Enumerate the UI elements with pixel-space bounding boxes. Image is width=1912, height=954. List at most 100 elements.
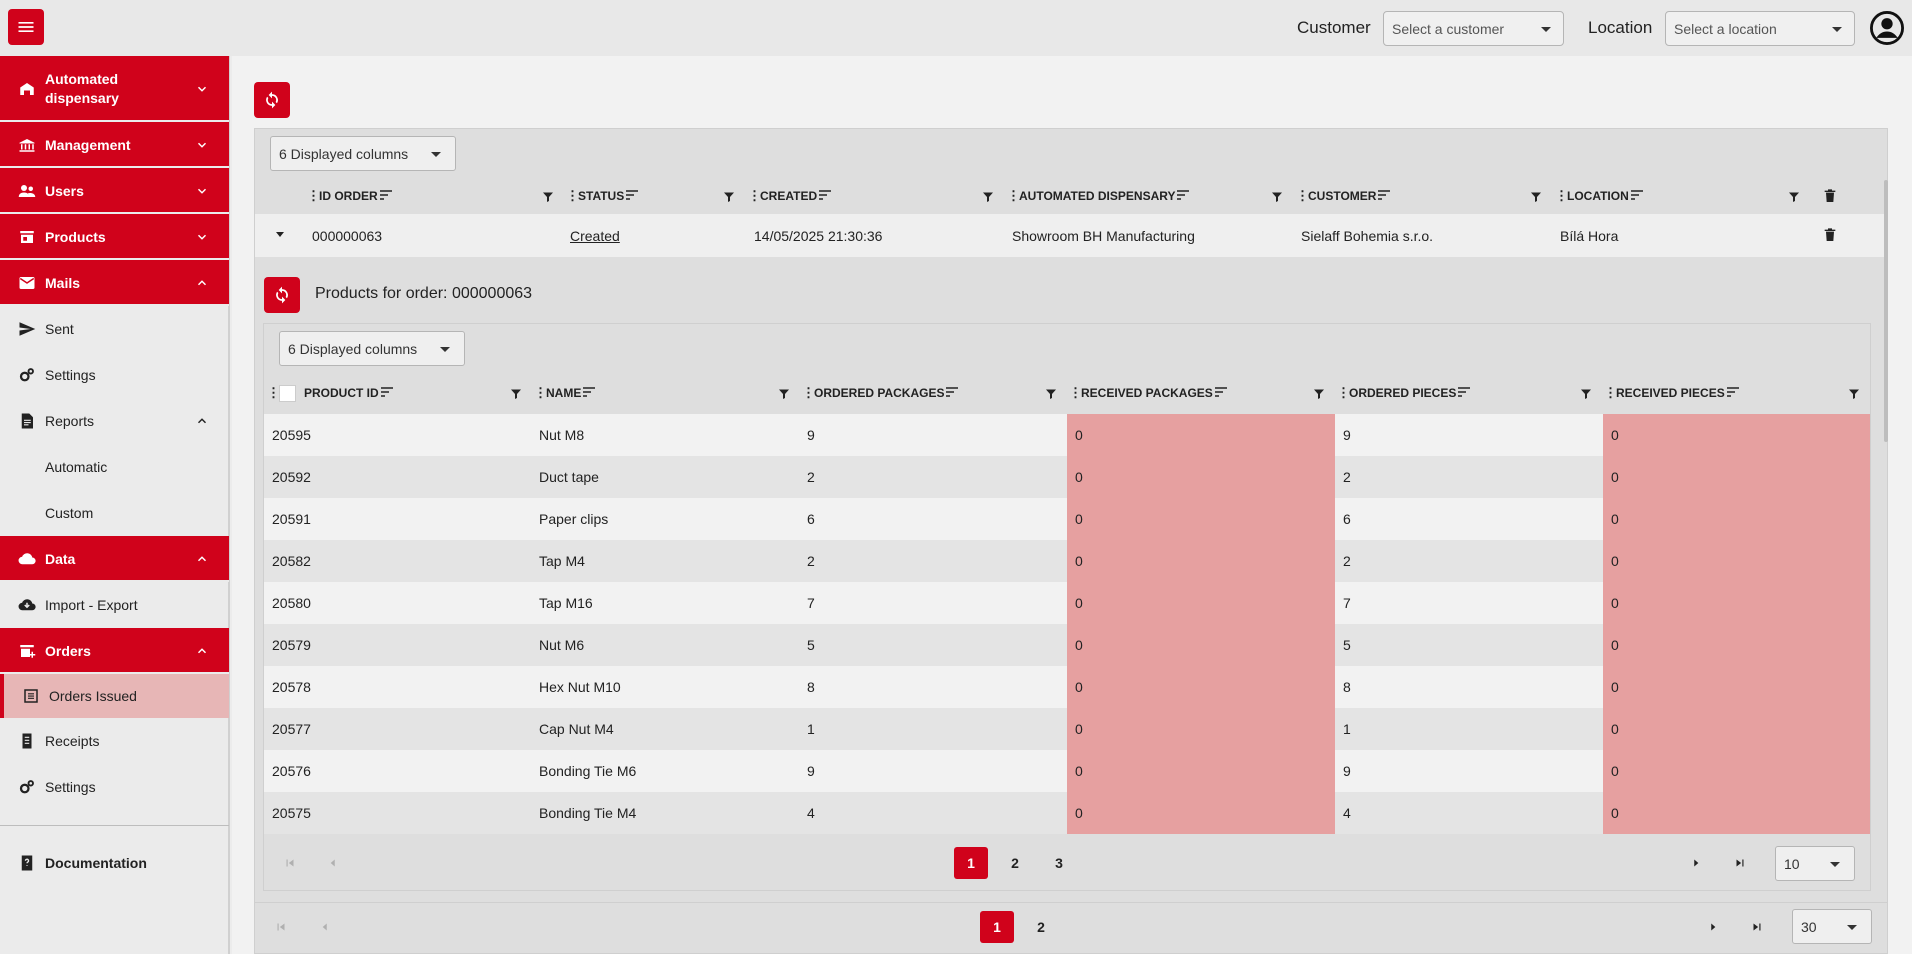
sidebar-item-documentation[interactable]: Documentation xyxy=(0,840,229,886)
table-row[interactable]: 20579 Nut M6 5 0 5 0 xyxy=(264,624,1870,666)
products-page-1-button[interactable]: 1 xyxy=(954,847,988,879)
sort-icon[interactable] xyxy=(1726,386,1739,400)
column-menu-icon[interactable]: ⋮ xyxy=(748,188,761,203)
header-ordered-packages[interactable]: ⋮ ORDERED PACKAGES xyxy=(802,383,959,403)
sidebar-item-mails[interactable]: Mails xyxy=(0,260,229,306)
filter-icon[interactable] xyxy=(1848,387,1860,399)
column-menu-icon[interactable]: ⋮ xyxy=(802,385,815,400)
products-displayed-columns-select[interactable]: 6 Displayed columns xyxy=(279,331,465,366)
column-menu-icon[interactable]: ⋮ xyxy=(1007,188,1020,203)
column-menu-icon[interactable]: ⋮ xyxy=(1069,385,1082,400)
sidebar-item-import-export[interactable]: Import - Export xyxy=(0,582,229,628)
sort-icon[interactable] xyxy=(1378,189,1391,203)
sort-icon[interactable] xyxy=(379,189,392,203)
sidebar-item-users[interactable]: Users xyxy=(0,168,229,214)
account-avatar-icon[interactable] xyxy=(1870,11,1904,45)
sidebar-item-orders-issued[interactable]: Orders Issued xyxy=(0,674,229,718)
location-select[interactable]: Select a location xyxy=(1665,11,1855,46)
prev-page-icon[interactable] xyxy=(315,917,335,937)
filter-icon[interactable] xyxy=(1530,190,1542,202)
sort-icon[interactable] xyxy=(1630,189,1643,203)
sidebar-item-orders[interactable]: Orders xyxy=(0,628,229,674)
products-page-3-button[interactable]: 3 xyxy=(1055,855,1063,871)
header-status[interactable]: ⋮ STATUS xyxy=(566,186,639,206)
delete-all-icon[interactable] xyxy=(1822,187,1838,205)
products-page-2-button[interactable]: 2 xyxy=(1011,855,1019,871)
first-page-icon[interactable] xyxy=(271,917,291,937)
sidebar-item-automated-dispensary[interactable]: Automated dispensary xyxy=(0,56,229,122)
header-id-order[interactable]: ⋮ ID ORDER xyxy=(307,186,392,206)
first-page-icon[interactable] xyxy=(280,853,300,873)
header-received-pieces[interactable]: ⋮ RECEIVED PIECES xyxy=(1604,383,1739,403)
table-row[interactable]: 20592 Duct tape 2 0 2 0 xyxy=(264,456,1870,498)
filter-icon[interactable] xyxy=(723,190,735,202)
table-row[interactable]: 20595 Nut M8 9 0 9 0 xyxy=(264,414,1870,456)
column-menu-icon[interactable]: ⋮ xyxy=(1296,188,1309,203)
sort-icon[interactable] xyxy=(1458,386,1471,400)
filter-icon[interactable] xyxy=(1045,387,1057,399)
filter-icon[interactable] xyxy=(1580,387,1592,399)
header-automated-dispensary[interactable]: ⋮ AUTOMATED DISPENSARY xyxy=(1007,186,1190,206)
sort-icon[interactable] xyxy=(380,386,393,400)
header-product-id[interactable]: ⋮ PRODUCT ID xyxy=(267,383,393,403)
header-customer[interactable]: ⋮ CUSTOMER xyxy=(1296,186,1391,206)
table-row[interactable]: 20580 Tap M16 7 0 7 0 xyxy=(264,582,1870,624)
sidebar-item-management[interactable]: Management xyxy=(0,122,229,168)
column-menu-icon[interactable]: ⋮ xyxy=(267,385,280,400)
sort-icon[interactable] xyxy=(626,189,639,203)
column-menu-icon[interactable]: ⋮ xyxy=(534,385,547,400)
next-page-icon[interactable] xyxy=(1703,917,1723,937)
column-menu-icon[interactable]: ⋮ xyxy=(1337,385,1350,400)
table-row[interactable]: 20578 Hex Nut M10 8 0 8 0 xyxy=(264,666,1870,708)
refresh-products-button[interactable] xyxy=(264,277,300,313)
order-status-link[interactable]: Created xyxy=(570,228,620,244)
filter-icon[interactable] xyxy=(778,387,790,399)
sort-icon[interactable] xyxy=(583,386,596,400)
last-page-icon[interactable] xyxy=(1747,917,1767,937)
sidebar-item-orders-settings[interactable]: Settings xyxy=(0,764,229,810)
header-location[interactable]: ⋮ LOCATION xyxy=(1555,186,1643,206)
filter-icon[interactable] xyxy=(542,190,554,202)
filter-icon[interactable] xyxy=(1313,387,1325,399)
sidebar-item-automatic[interactable]: Automatic xyxy=(0,444,229,490)
sort-icon[interactable] xyxy=(819,189,832,203)
column-menu-icon[interactable]: ⋮ xyxy=(566,188,579,203)
next-page-icon[interactable] xyxy=(1686,853,1706,873)
customer-select[interactable]: Select a customer xyxy=(1383,11,1564,46)
table-row[interactable]: 20591 Paper clips 6 0 6 0 xyxy=(264,498,1870,540)
sidebar-item-reports[interactable]: Reports xyxy=(0,398,229,444)
column-menu-icon[interactable]: ⋮ xyxy=(307,188,320,203)
sort-icon[interactable] xyxy=(1214,386,1227,400)
header-ordered-pieces[interactable]: ⋮ ORDERED PIECES xyxy=(1337,383,1471,403)
orders-displayed-columns-select[interactable]: 6 Displayed columns xyxy=(270,136,456,171)
sidebar-item-custom[interactable]: Custom xyxy=(0,490,229,536)
delete-order-icon[interactable] xyxy=(1822,226,1838,244)
sidebar-item-data[interactable]: Data xyxy=(0,536,229,582)
sort-icon[interactable] xyxy=(946,386,959,400)
filter-icon[interactable] xyxy=(1271,190,1283,202)
products-page-size-select[interactable]: 10 xyxy=(1775,846,1855,881)
table-row[interactable]: 20575 Bonding Tie M4 4 0 4 0 xyxy=(264,792,1870,834)
header-name[interactable]: ⋮ NAME xyxy=(534,383,596,403)
sidebar-item-receipts[interactable]: Receipts xyxy=(0,718,229,764)
column-menu-icon[interactable]: ⋮ xyxy=(1604,385,1617,400)
table-row[interactable]: 20576 Bonding Tie M6 9 0 9 0 xyxy=(264,750,1870,792)
last-page-icon[interactable] xyxy=(1730,853,1750,873)
orders-page-1-button[interactable]: 1 xyxy=(980,911,1014,943)
sidebar-item-products[interactable]: Products xyxy=(0,214,229,260)
orders-page-size-select[interactable]: 30 xyxy=(1792,909,1872,944)
sidebar-item-mails-settings[interactable]: Settings xyxy=(0,352,229,398)
filter-icon[interactable] xyxy=(1788,190,1800,202)
order-row[interactable] xyxy=(255,214,1887,257)
filter-icon[interactable] xyxy=(982,190,994,202)
header-created[interactable]: ⋮ CREATED xyxy=(748,186,832,206)
select-all-checkbox[interactable] xyxy=(279,384,296,402)
hamburger-menu-button[interactable] xyxy=(8,9,44,45)
filter-icon[interactable] xyxy=(510,387,522,399)
table-row[interactable]: 20582 Tap M4 2 0 2 0 xyxy=(264,540,1870,582)
sort-icon[interactable] xyxy=(1177,189,1190,203)
table-row[interactable]: 20577 Cap Nut M4 1 0 1 0 xyxy=(264,708,1870,750)
refresh-orders-button[interactable] xyxy=(254,82,290,118)
sidebar-item-sent[interactable]: Sent xyxy=(0,306,229,352)
vertical-scrollbar[interactable] xyxy=(1884,180,1888,442)
